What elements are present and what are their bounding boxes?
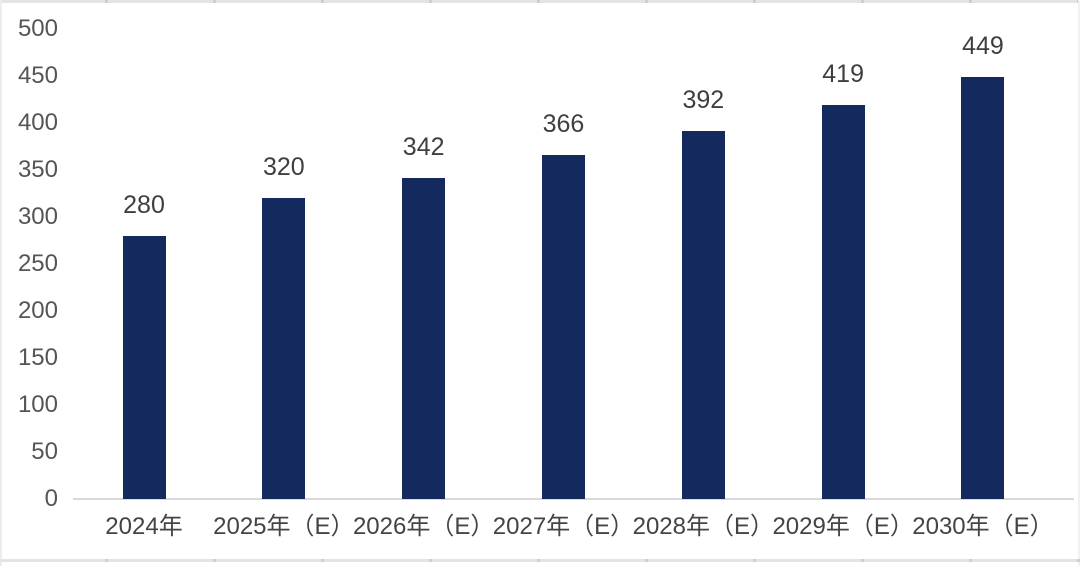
bar-value-label: 366 — [542, 109, 585, 138]
x-axis-line — [73, 498, 1074, 500]
bar — [541, 154, 585, 499]
bar — [821, 105, 865, 499]
x-axis-tick-label: 2029年（E） — [772, 513, 914, 540]
bar — [681, 130, 725, 499]
y-axis-tick-label: 150 — [17, 344, 58, 371]
x-axis-tick-label: 2026年（E） — [352, 513, 495, 540]
y-axis-tick-label: 400 — [17, 109, 58, 136]
bar-value-label: 419 — [822, 60, 864, 89]
bar-value-label: 342 — [402, 132, 445, 161]
y-axis-tick-label: 500 — [17, 15, 58, 42]
x-axis-tick-label: 2027年（E） — [492, 513, 635, 540]
y-axis-tick-label: 50 — [31, 438, 58, 465]
x-axis-tick-label: 2024年 — [105, 513, 183, 540]
cropped-table-edge-bottom — [0, 559, 1080, 562]
y-axis-tick-label: 100 — [17, 391, 58, 418]
x-axis-tick-label: 2030年（E） — [912, 513, 1054, 540]
bar-value-label: 280 — [123, 190, 165, 219]
right-edge-line — [1078, 0, 1080, 566]
left-edge-line — [0, 0, 2, 566]
bar-value-label: 449 — [962, 31, 1004, 60]
bar-value-label: 320 — [262, 153, 305, 182]
y-axis-tick-label: 200 — [17, 297, 58, 324]
y-axis-tick-label: 300 — [17, 203, 58, 230]
y-axis-tick-label: 0 — [44, 485, 58, 512]
y-axis-tick-label: 250 — [17, 250, 58, 277]
x-axis-tick-label: 2025年（E） — [213, 513, 355, 540]
y-axis-tick-label: 450 — [17, 62, 58, 89]
y-axis-tick-label: 350 — [17, 156, 58, 183]
bar — [961, 76, 1005, 499]
bar-value-label: 392 — [682, 85, 725, 114]
cropped-table-edge-top — [0, 0, 1080, 3]
bar — [262, 198, 306, 499]
bar — [402, 177, 446, 499]
x-axis-tick-label: 2028年（E） — [632, 513, 775, 540]
bar — [122, 235, 166, 499]
